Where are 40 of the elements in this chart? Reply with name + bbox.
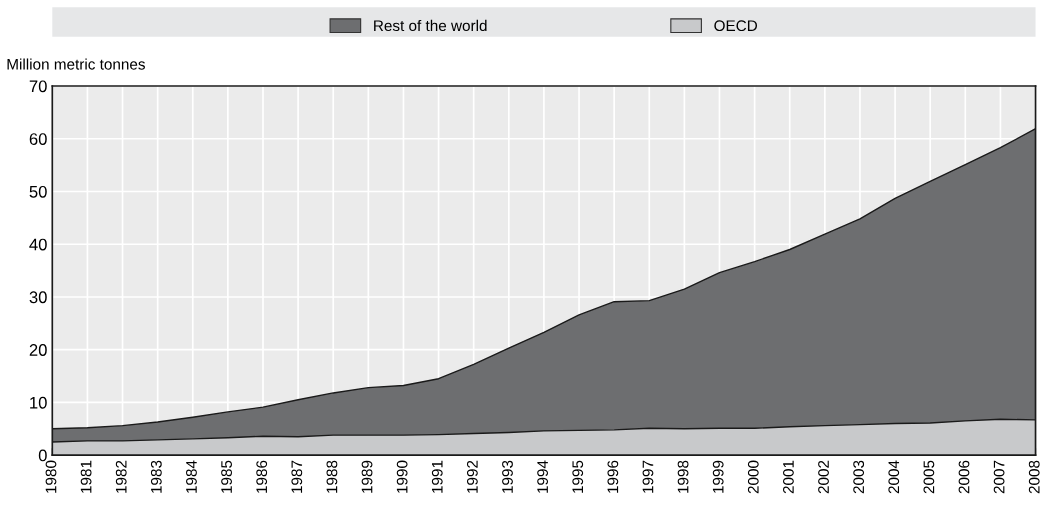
x-tick-label: 2000 (747, 460, 759, 494)
x-tick-label: 2002 (818, 460, 829, 494)
x-tick-label: 1990 (396, 460, 408, 493)
x-tick-label: 1996 (607, 460, 619, 493)
y-tick-label: 50 (29, 185, 47, 198)
x-tick-label: 1986 (256, 460, 268, 493)
x-tick-label: 2008 (1028, 460, 1040, 494)
x-tick-label: 1983 (150, 460, 162, 493)
y-tick-label: 30 (29, 291, 47, 304)
y-tick-label: 10 (30, 396, 47, 409)
legend-label: Rest of the world (374, 19, 487, 32)
x-tick-label: 1993 (502, 460, 513, 493)
x-tick-label: 2001 (783, 460, 794, 494)
x-tick-label: 1995 (572, 460, 584, 493)
x-tick-label: 1982 (115, 460, 127, 493)
x-tick-label: 1998 (677, 460, 689, 493)
legend-label: OECD (714, 20, 758, 32)
x-tick-label: 1988 (326, 460, 338, 493)
y-axis-title: Million metric tonnes (7, 58, 145, 70)
y-tick-label: 20 (29, 344, 47, 356)
x-tick-label: 1997 (642, 460, 654, 493)
x-tick-label: 1984 (186, 460, 197, 493)
x-tick-label: 2006 (958, 460, 970, 494)
x-tick-label: 1994 (537, 460, 549, 493)
x-tick-label: 2003 (853, 460, 865, 494)
x-tick-label: 1985 (221, 460, 232, 493)
x-tick-label: 1989 (361, 460, 373, 493)
x-tick-label: 2007 (993, 460, 1005, 494)
x-tick-label: 1999 (712, 460, 724, 493)
x-tick-label: 1987 (291, 460, 303, 493)
x-tick-label: 1981 (80, 460, 92, 493)
x-tick-label: 2005 (923, 460, 935, 494)
y-tick-label: 60 (29, 133, 47, 145)
x-tick-label: 1992 (466, 460, 478, 493)
y-tick-label: 70 (29, 80, 47, 93)
y-tick-label: 40 (29, 238, 47, 251)
x-tick-label: 1991 (431, 460, 443, 493)
y-tick-label: 0 (38, 449, 47, 462)
x-tick-label: 1980 (45, 460, 57, 493)
x-tick-label: 2004 (888, 460, 900, 494)
